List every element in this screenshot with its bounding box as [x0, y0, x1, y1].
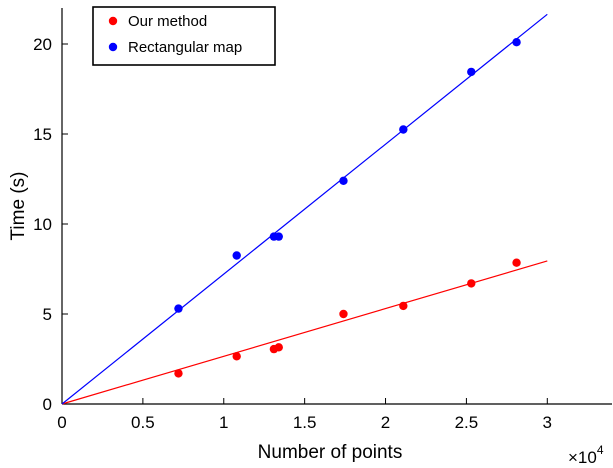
data-point-series-1	[339, 176, 348, 185]
y-tick-label: 15	[33, 125, 52, 144]
x-tick-label: 1.5	[293, 413, 317, 432]
x-axis-label: Number of points	[258, 442, 403, 463]
data-point-series-0	[232, 352, 241, 361]
x-tick-label: 0.5	[131, 413, 155, 432]
legend-label: Rectangular map	[128, 39, 242, 56]
data-point-series-0	[512, 258, 521, 267]
x-tick-label: 0	[57, 413, 66, 432]
data-point-series-1	[274, 232, 283, 241]
data-point-series-0	[399, 301, 408, 311]
legend-marker	[108, 42, 118, 52]
data-point-series-0	[174, 369, 183, 378]
y-axis-label: Time (s)	[8, 172, 29, 241]
data-point-series-1	[232, 251, 241, 260]
y-tick-label: 20	[33, 35, 52, 54]
legend-box	[92, 6, 276, 66]
data-point-series-0	[467, 279, 476, 288]
data-point-series-0	[339, 309, 348, 319]
legend-label: Our method	[128, 13, 207, 30]
legend: Our method Rectangular map	[92, 6, 276, 66]
fit-line-series-0	[61, 260, 548, 405]
x-tick-label: 2	[381, 413, 390, 432]
legend-marker	[108, 16, 118, 26]
data-point-series-1	[512, 38, 521, 47]
x-exponent-label: ×104	[568, 443, 604, 467]
y-tick-label: 0	[43, 395, 52, 414]
y-tick-label: 5	[43, 305, 52, 324]
x-tick-label: 3	[543, 413, 552, 432]
axes: 0 0.5 1 1.5 2 2.5 3 0 5 10 15 20 Number of points Tim…	[8, 8, 612, 467]
data-point-series-1	[467, 67, 476, 77]
fit-line-series-1	[61, 13, 548, 405]
data-point-series-1	[174, 304, 183, 313]
data-point-series-0	[274, 343, 283, 352]
x-tick-label: 2.5	[455, 413, 479, 432]
data-points	[174, 38, 521, 378]
y-tick-label: 10	[33, 215, 52, 234]
fit-lines	[61, 13, 548, 405]
data-point-series-1	[399, 125, 408, 134]
x-tick-label: 1	[219, 413, 228, 432]
